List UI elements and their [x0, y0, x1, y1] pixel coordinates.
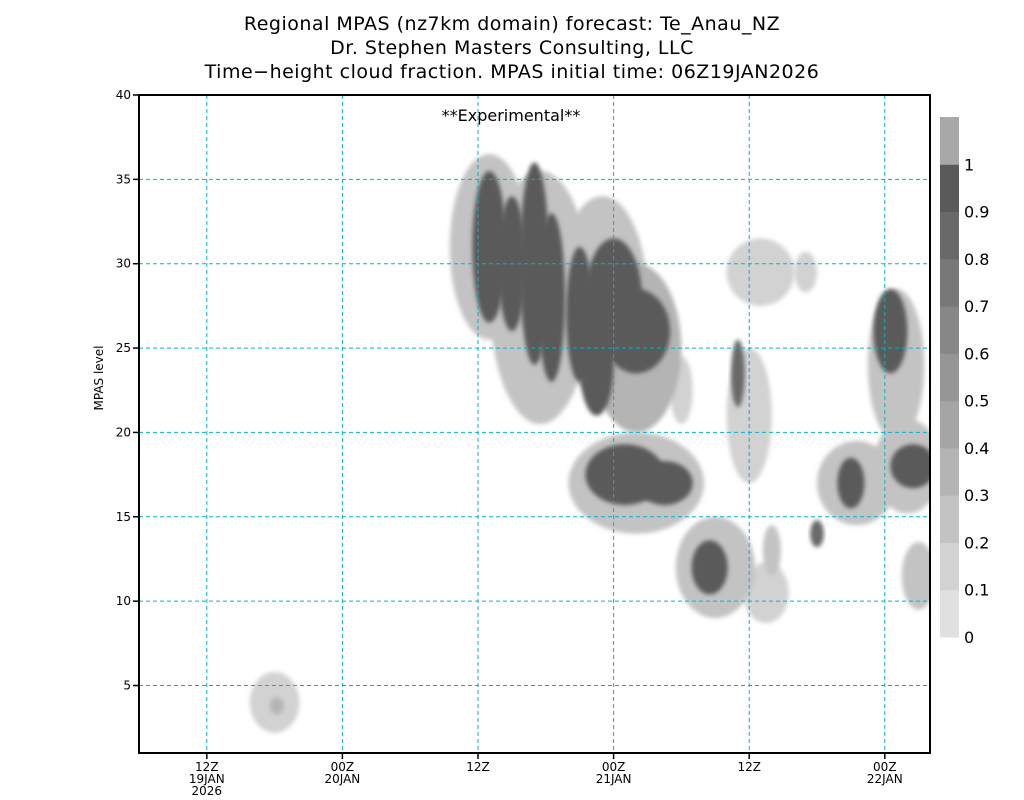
colorbar-label: 0.3 [964, 486, 989, 505]
y-tick-label: 30 [116, 257, 131, 271]
colorbar-swatch [940, 353, 959, 402]
x-tick-label: 00Z [873, 760, 897, 774]
cloud-region [636, 461, 693, 505]
chart-title-line-1: Regional MPAS (nz7km domain) forecast: T… [243, 13, 781, 35]
x-tick-label: 2026 [192, 784, 223, 798]
colorbar-swatch [940, 542, 959, 591]
colorbar-label: 0 [964, 628, 974, 647]
colorbar-swatch [940, 164, 959, 213]
cloud-region [810, 520, 824, 548]
cloud-region [726, 238, 795, 306]
cloud-region [837, 457, 865, 509]
y-tick-label: 10 [116, 594, 131, 608]
colorbar-label: 1 [964, 155, 974, 174]
y-tick-label: 35 [116, 172, 131, 186]
colorbar-label: 0.6 [964, 344, 989, 363]
y-tick-label: 20 [116, 425, 131, 439]
x-tick-label: 12Z [737, 760, 761, 774]
x-tick-label: 19JAN [189, 772, 225, 786]
colorbar-label: 0.4 [964, 439, 989, 458]
x-tick-label: 00Z [331, 760, 355, 774]
y-tick-label: 40 [116, 88, 131, 102]
experimental-watermark: **Experimental** [442, 106, 581, 125]
cloud-region [890, 444, 930, 489]
cloud-region [743, 562, 789, 624]
grid-lines [139, 95, 930, 753]
colorbar-label: 0.9 [964, 203, 989, 222]
colorbar-label: 0.5 [964, 392, 989, 411]
x-tick-label: 12Z [466, 760, 490, 774]
cloud-region [794, 251, 817, 293]
y-axis-ticks: 5 10 15 20 25 30 35 40 [116, 88, 139, 693]
chart-title-line-3: Time−height cloud fraction. MPAS initial… [204, 61, 820, 83]
cloud-region [901, 542, 930, 610]
cloud-region [691, 540, 728, 595]
colorbar-swatch [940, 400, 959, 449]
colorbar-swatch [940, 495, 959, 543]
colorbar-label: 0.7 [964, 297, 989, 316]
cloud-region [472, 170, 507, 323]
colorbar-label: 0.1 [964, 581, 989, 600]
colorbar-swatch [940, 211, 959, 260]
cloud-region [270, 697, 284, 715]
x-tick-label: 20JAN [325, 772, 361, 786]
y-axis-label: MPAS level [92, 346, 106, 411]
plot-frame [138, 94, 931, 754]
cloud-region [762, 525, 781, 576]
colorbar-swatch [940, 447, 959, 496]
colorbar-swatch [940, 589, 959, 638]
colorbar-label: 0.8 [964, 250, 989, 269]
colorbar-swatch [940, 306, 959, 354]
colorbar-label: 0.2 [964, 533, 989, 552]
colorbar: 0 0.1 0.2 0.3 0.4 0.5 0.6 0.7 0.8 0.9 1 [940, 117, 989, 647]
y-tick-label: 5 [123, 679, 131, 693]
cloud-region [602, 289, 671, 374]
cloud-region [873, 289, 908, 374]
y-tick-label: 25 [116, 341, 131, 355]
y-tick-label: 15 [116, 510, 131, 524]
colorbar-swatch [940, 258, 959, 307]
cloud-region [731, 339, 745, 408]
x-tick-label: 22JAN [867, 772, 903, 786]
x-tick-label: 21JAN [596, 772, 632, 786]
cloud-region [537, 213, 566, 382]
x-tick-label: 12Z [195, 760, 219, 774]
chart-title-line-2: Dr. Stephen Masters Consulting, LLC [330, 37, 694, 59]
colorbar-swatch [940, 117, 959, 165]
x-tick-label: 00Z [602, 760, 626, 774]
